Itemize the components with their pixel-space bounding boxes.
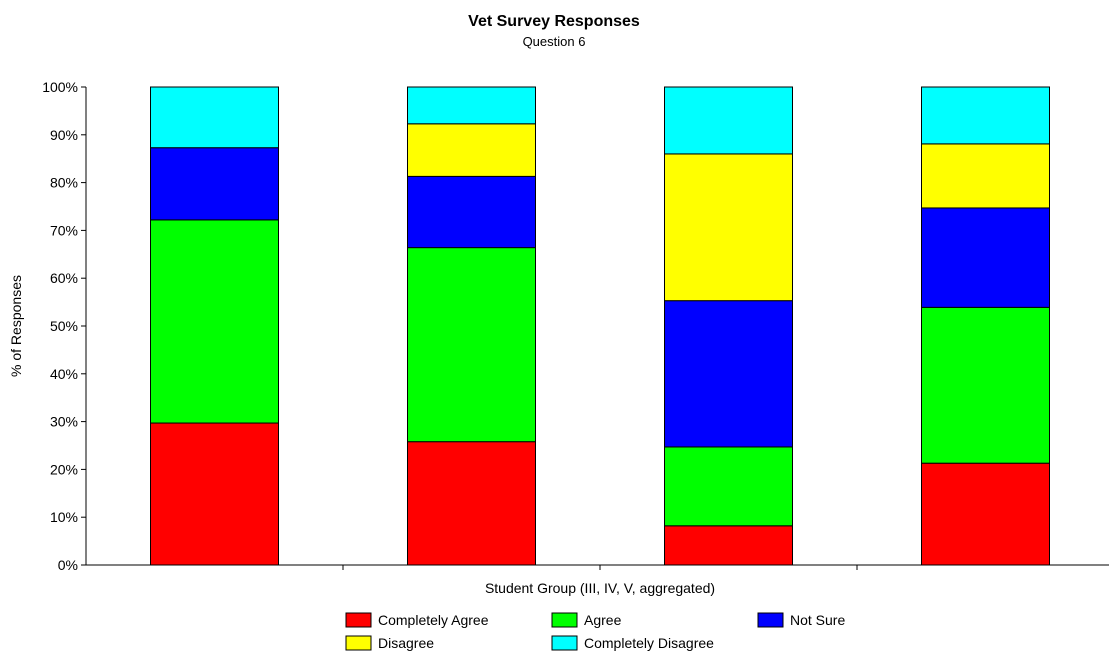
y-tick-label: 40% [50, 366, 78, 382]
bar-segment [407, 247, 536, 443]
y-tick-label: 60% [50, 270, 78, 286]
legend-label: Completely Disagree [584, 635, 714, 651]
y-tick-label: 90% [50, 127, 78, 143]
bar-segment [921, 86, 1050, 145]
bar-segment [407, 86, 536, 125]
legend-label: Completely Agree [378, 612, 489, 628]
x-axis-ticks [342, 565, 858, 570]
bar-segment [150, 422, 279, 566]
bar-segment [664, 446, 793, 527]
y-axis-title: % of Responses [8, 275, 24, 377]
y-tick-label: 30% [50, 414, 78, 430]
chart-subtitle: Question 6 [523, 34, 586, 49]
x-axis-title: Student Group (III, IV, V, aggregated) [485, 580, 715, 596]
bar-segment [921, 462, 1050, 566]
y-tick-label: 0% [58, 557, 78, 573]
legend-label: Disagree [378, 635, 434, 651]
legend-swatch [551, 612, 578, 628]
y-tick-label: 50% [50, 318, 78, 334]
bar-segment [407, 123, 536, 177]
bar-segment [150, 86, 279, 149]
y-tick-label: 80% [50, 175, 78, 191]
y-axis-ticks: 0% 10% 20% 30% 40% 50% 60% 70% 80% 90% 100% [42, 79, 86, 573]
y-tick-label: 70% [50, 222, 78, 238]
y-tick-label: 10% [50, 509, 78, 525]
legend-label: Agree [584, 612, 622, 628]
bar-segment [921, 143, 1050, 209]
bar-segment [664, 86, 793, 155]
legend-swatch [345, 612, 372, 628]
y-tick-label: 20% [50, 461, 78, 477]
bar-segment [407, 441, 536, 566]
legend-item: Disagree [345, 635, 434, 651]
bar-segment [150, 219, 279, 424]
legend-item: Not Sure [757, 612, 845, 628]
bars [150, 86, 1050, 566]
bar-segment [664, 300, 793, 448]
legend-swatch [551, 635, 578, 651]
legend-item: Completely Agree [345, 612, 489, 628]
legend-item: Agree [551, 612, 622, 628]
bar-segment [664, 525, 793, 566]
legend-swatch [757, 612, 784, 628]
bar-segment [921, 207, 1050, 308]
bar-segment [921, 306, 1050, 464]
legend-item: Completely Disagree [551, 635, 714, 651]
bar-segment [407, 175, 536, 249]
bar-segment [664, 153, 793, 302]
legend-swatch [345, 635, 372, 651]
legend: Completely Agree Agree Not Sure Disagree Com… [345, 612, 845, 651]
chart-title: Vet Survey Responses [468, 13, 640, 30]
bar-segment [150, 147, 279, 221]
y-tick-label: 100% [42, 79, 78, 95]
legend-label: Not Sure [790, 612, 845, 628]
